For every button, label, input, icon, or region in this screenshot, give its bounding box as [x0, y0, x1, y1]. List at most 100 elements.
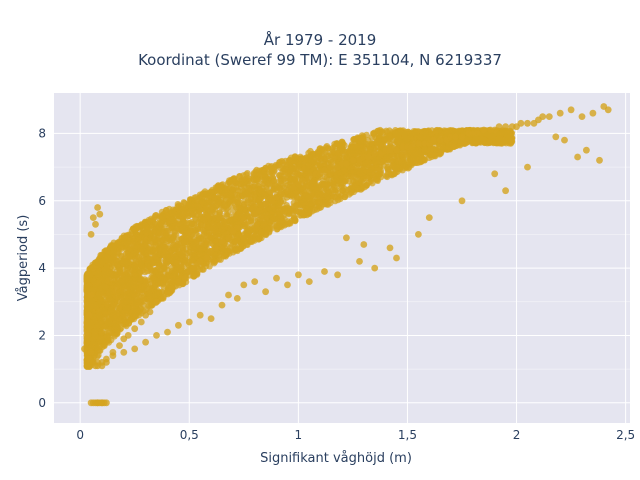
scatter-point [327, 159, 335, 166]
scatter-point [285, 218, 292, 225]
scatter-point [98, 289, 105, 297]
scatter-point [139, 243, 146, 250]
scatter-point [257, 201, 264, 209]
scatter-point [292, 217, 299, 225]
scatter-point [83, 287, 91, 294]
scatter-point [391, 170, 398, 178]
scatter-point [200, 190, 207, 197]
scatter-point [297, 209, 305, 216]
scatter-point [410, 130, 417, 137]
scatter-point [151, 213, 158, 221]
scatter-point [119, 273, 126, 280]
scatter-point [277, 199, 284, 206]
scatter-point [327, 179, 334, 186]
scatter-point [168, 236, 176, 244]
scatter-point [113, 283, 120, 291]
scatter-point [251, 190, 258, 198]
scatter-point [119, 259, 126, 267]
scatter-point [341, 142, 348, 149]
scatter-point [323, 143, 331, 150]
scatter-point [210, 214, 218, 222]
scatter-point [329, 148, 336, 156]
scatter-point [432, 128, 440, 135]
scatter-point [342, 191, 349, 198]
scatter-point [136, 307, 144, 314]
scatter-point [301, 198, 308, 205]
scatter-point [191, 253, 198, 260]
scatter-point [275, 162, 282, 169]
scatter-point [229, 177, 237, 185]
scatter-point [450, 143, 458, 150]
scatter-point [334, 150, 342, 157]
scatter-point [183, 238, 190, 245]
scatter-point [272, 182, 279, 189]
scatter-point [109, 312, 116, 319]
scatter-point [431, 151, 438, 158]
scatter-point [456, 142, 464, 149]
scatter-point [191, 246, 198, 253]
scatter-point [169, 279, 176, 286]
scatter-point [289, 205, 296, 212]
scatter-point [207, 208, 214, 215]
scatter-point [193, 270, 200, 277]
scatter-point [360, 166, 367, 173]
scatter-point [384, 137, 391, 144]
scatter-point [378, 158, 386, 166]
scatter-point [166, 217, 173, 224]
scatter-point [110, 247, 117, 254]
scatter-point [145, 290, 153, 297]
chart-title-line-1: År 1979 - 2019 [263, 31, 377, 49]
scatter-point [403, 136, 411, 143]
scatter-point [93, 344, 100, 351]
scatter-point [354, 185, 361, 193]
scatter-point [386, 127, 393, 134]
scatter-point [298, 155, 305, 162]
scatter-point [264, 226, 271, 233]
chart-title-line-2: Koordinat (Sweref 99 TM): E 351104, N 62… [138, 51, 502, 69]
scatter-point [265, 180, 273, 187]
scatter-point [163, 257, 170, 264]
scatter-point [191, 227, 199, 234]
scatter-point [196, 208, 203, 215]
scatter-point [124, 259, 131, 266]
scatter-point [272, 216, 279, 223]
scatter-point [243, 191, 251, 198]
scatter-point [156, 290, 163, 297]
scatter-point [134, 244, 141, 251]
scatter-point [260, 177, 268, 184]
scatter-point [247, 199, 254, 207]
scatter-point [371, 131, 378, 138]
scatter-point [126, 237, 133, 244]
scatter-point [362, 160, 369, 167]
scatter-point [402, 152, 409, 159]
scatter-point [204, 213, 212, 220]
scatter-point [384, 171, 391, 178]
scatter-point [261, 192, 269, 199]
scatter-point [127, 245, 134, 253]
scatter-point [215, 187, 223, 194]
scatter-point [333, 171, 341, 178]
scatter-point [220, 217, 228, 225]
scatter-point [197, 215, 204, 223]
scatter-point [369, 180, 376, 187]
scatter-point [182, 257, 189, 264]
scatter-point [372, 159, 379, 166]
scatter-point [98, 335, 105, 342]
scatter-point [355, 179, 362, 186]
scatter-point [319, 191, 326, 198]
scatter-point [324, 193, 331, 201]
scatter-point [440, 144, 447, 151]
scatter-point [344, 186, 351, 193]
scatter-point [261, 171, 268, 178]
scatter-point [230, 216, 237, 223]
scatter-point [194, 203, 201, 210]
scatter-point [437, 149, 445, 156]
scatter-point [254, 221, 261, 228]
scatter-point [111, 333, 118, 340]
scatter-point [230, 183, 237, 191]
scatter-point [337, 155, 345, 162]
scatter-point [98, 252, 105, 259]
scatter-point [157, 219, 164, 227]
